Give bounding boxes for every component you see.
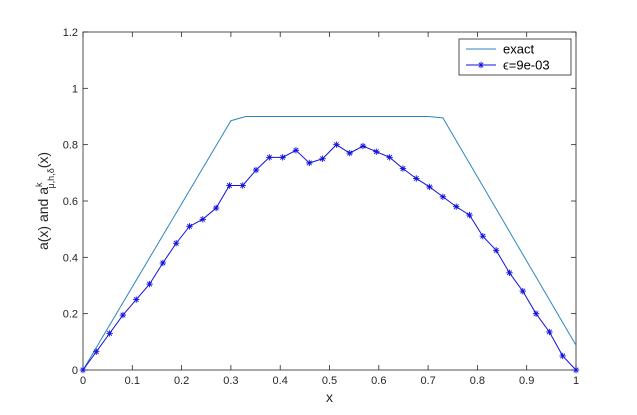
x-tick-label: 0.3 — [223, 375, 238, 387]
data-point — [359, 142, 367, 150]
x-tick-label: 0.9 — [519, 375, 534, 387]
legend-asterisk — [477, 61, 485, 69]
data-point — [252, 166, 260, 174]
y-tick-label: 0.2 — [63, 309, 78, 321]
x-tick-label: 1 — [573, 375, 579, 387]
data-point — [386, 154, 393, 161]
x-axis-label: x — [326, 389, 333, 405]
data-point — [159, 259, 167, 267]
axes-box — [82, 31, 577, 371]
legend-box — [458, 38, 572, 76]
legend: exact ϵ=9e-03 — [458, 38, 572, 76]
y-tick-label: 0.8 — [63, 140, 78, 152]
x-tick-label: 0.8 — [470, 375, 485, 387]
data-point — [172, 240, 180, 247]
legend-label-epsilon: ϵ=9e-03 — [503, 58, 550, 73]
y-tick-label: 0.6 — [63, 196, 78, 208]
y-tick-label: 0 — [72, 365, 78, 377]
data-point — [226, 182, 233, 189]
y-axis-label-subscript: μ,h,δ — [46, 168, 56, 188]
y-axis-label: a(x) and ak μ,h,δ(x) — [34, 152, 56, 250]
data-point — [333, 141, 340, 148]
x-tick-label: 0 — [80, 375, 86, 387]
data-point — [439, 193, 447, 200]
legend-label-exact: exact — [503, 42, 534, 57]
data-point — [186, 223, 193, 230]
data-point — [133, 296, 140, 303]
data-point — [212, 204, 220, 212]
data-point — [492, 247, 500, 254]
data-point — [373, 148, 380, 155]
data-point — [119, 311, 127, 319]
data-point — [519, 287, 526, 295]
y-axis-ticks: 0 0.2 0.4 0.6 0.8 1 1.2 — [63, 27, 576, 377]
data-point — [319, 155, 326, 162]
y-tick-label: 1 — [72, 83, 78, 95]
data-point — [479, 233, 487, 240]
x-tick-label: 0.4 — [273, 375, 288, 387]
data-point — [426, 183, 433, 191]
data-point — [466, 211, 473, 219]
x-tick-label: 0.5 — [322, 375, 337, 387]
data-point — [572, 366, 580, 374]
data-point — [399, 165, 407, 172]
data-point — [346, 149, 353, 157]
x-tick-label: 0.7 — [420, 375, 435, 387]
data-point — [266, 154, 273, 161]
data-point — [559, 352, 566, 360]
data-point — [146, 280, 153, 288]
x-tick-label: 0.2 — [174, 375, 189, 387]
series-layer — [79, 116, 580, 374]
data-point — [239, 182, 246, 189]
data-point — [93, 348, 100, 355]
data-point — [453, 203, 460, 210]
data-point — [279, 154, 286, 161]
x-tick-label: 0.6 — [371, 375, 386, 387]
series-line-1 — [82, 144, 577, 371]
legend-marker-epsilon — [477, 61, 485, 69]
data-point — [106, 330, 113, 337]
y-axis-label-main: a(x) and a — [35, 187, 51, 250]
data-point — [79, 366, 87, 374]
series-line-0 — [82, 116, 577, 371]
data-point — [413, 175, 420, 182]
y-tick-label: 1.2 — [63, 27, 78, 39]
x-axis-ticks: 0 0.1 0.2 0.3 0.4 0.5 0.6 0.7 0.8 0.9 1 — [80, 32, 579, 387]
y-axis-label-superscript: k — [34, 182, 44, 187]
y-tick-label: 0.4 — [63, 252, 78, 264]
y-axis-label-tail: (x) — [35, 152, 51, 168]
plot-area: 0 0.1 0.2 0.3 0.4 0.5 0.6 0.7 0.8 0.9 1 0 0.2 0.4 0.6… — [63, 27, 580, 387]
data-point — [292, 147, 300, 154]
data-point — [532, 310, 540, 317]
data-point — [506, 269, 513, 277]
x-tick-label: 0.1 — [125, 375, 140, 387]
data-point — [306, 159, 313, 167]
data-point — [546, 328, 553, 336]
data-point — [199, 216, 206, 223]
